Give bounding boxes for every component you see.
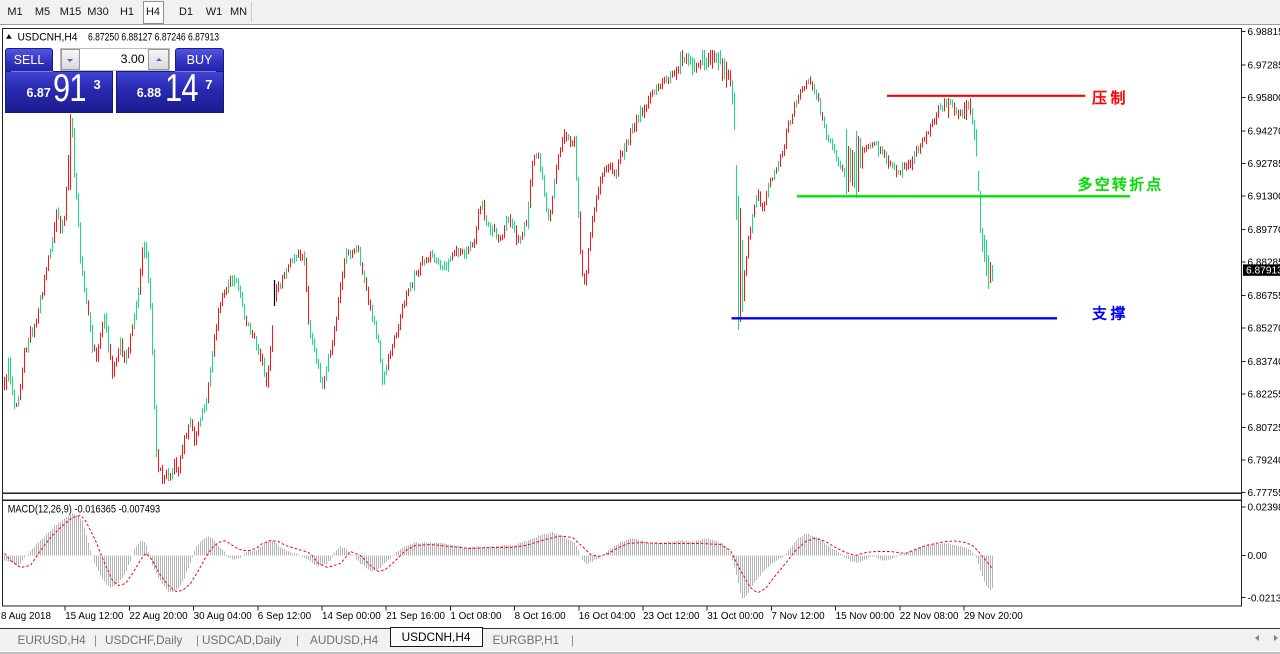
svg-text:31 Oct 00:00: 31 Oct 00:00: [707, 611, 764, 622]
svg-text:6.92785: 6.92785: [1248, 159, 1280, 170]
svg-text:15 Nov 00:00: 15 Nov 00:00: [836, 611, 895, 622]
svg-text:21 Sep 16:00: 21 Sep 16:00: [386, 611, 445, 622]
svg-text:7 Nov 12:00: 7 Nov 12:00: [771, 611, 825, 622]
svg-text:6.87913: 6.87913: [1246, 266, 1280, 277]
svg-text:8 Aug 2018: 8 Aug 2018: [1, 611, 51, 622]
svg-text:6.79240: 6.79240: [1248, 456, 1280, 467]
svg-text:6 Sep 12:00: 6 Sep 12:00: [258, 611, 312, 622]
svg-text:6.97285: 6.97285: [1248, 61, 1280, 72]
svg-text:14 Sep 00:00: 14 Sep 00:00: [322, 611, 381, 622]
svg-text:6.83740: 6.83740: [1248, 357, 1280, 368]
svg-text:USDCNH,H4: USDCNH,H4: [18, 32, 78, 44]
svg-text:MACD(12,26,9) -0.016365 -0.007: MACD(12,26,9) -0.016365 -0.007493: [8, 503, 161, 515]
svg-text:6.77755: 6.77755: [1248, 488, 1280, 499]
svg-text:6.87250 6.88127 6.87246 6.8791: 6.87250 6.88127 6.87246 6.87913: [88, 32, 219, 44]
svg-text:6.82255: 6.82255: [1248, 390, 1280, 401]
svg-text:6.98815: 6.98815: [1248, 27, 1280, 38]
svg-text:6.89770: 6.89770: [1248, 225, 1280, 236]
svg-text:6.94270: 6.94270: [1248, 127, 1280, 138]
svg-text:6.85270: 6.85270: [1248, 324, 1280, 335]
svg-text:6.86755: 6.86755: [1248, 291, 1280, 302]
svg-text:29 Nov 20:00: 29 Nov 20:00: [964, 611, 1023, 622]
svg-text:6.95800: 6.95800: [1248, 93, 1280, 104]
svg-text:8 Oct 16:00: 8 Oct 16:00: [515, 611, 567, 622]
svg-text:支撑: 支撑: [1091, 305, 1129, 323]
svg-text:压制: 压制: [1092, 89, 1129, 107]
svg-text:-0.02137: -0.02137: [1248, 593, 1280, 604]
svg-text:15 Aug 12:00: 15 Aug 12:00: [65, 611, 124, 622]
svg-text:1 Oct 08:00: 1 Oct 08:00: [450, 611, 502, 622]
svg-text:6.80725: 6.80725: [1248, 423, 1280, 434]
svg-text:多空转折点: 多空转折点: [1078, 175, 1164, 193]
svg-text:16 Oct 04:00: 16 Oct 04:00: [579, 611, 636, 622]
svg-text:30 Aug 04:00: 30 Aug 04:00: [194, 611, 253, 622]
svg-text:22 Aug 20:00: 22 Aug 20:00: [129, 611, 188, 622]
svg-text:0.02398: 0.02398: [1248, 502, 1280, 513]
svg-text:22 Nov 08:00: 22 Nov 08:00: [900, 611, 959, 622]
svg-text:23 Oct 12:00: 23 Oct 12:00: [643, 611, 700, 622]
svg-text:6.88285: 6.88285: [1248, 258, 1280, 269]
svg-text:0.00: 0.00: [1248, 551, 1268, 562]
svg-text:6.91300: 6.91300: [1248, 192, 1280, 203]
